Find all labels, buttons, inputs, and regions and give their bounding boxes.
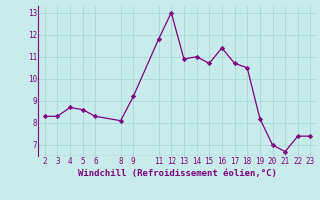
X-axis label: Windchill (Refroidissement éolien,°C): Windchill (Refroidissement éolien,°C) — [78, 169, 277, 178]
